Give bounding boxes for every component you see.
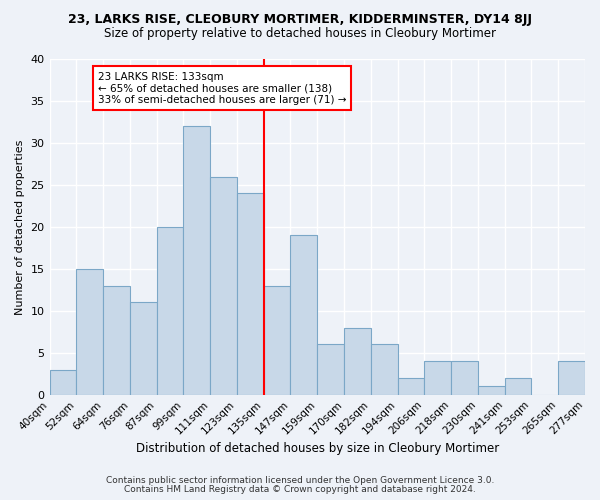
Bar: [157, 227, 184, 394]
Bar: [398, 378, 424, 394]
Text: 23 LARKS RISE: 133sqm
← 65% of detached houses are smaller (138)
33% of semi-det: 23 LARKS RISE: 133sqm ← 65% of detached …: [98, 72, 346, 105]
Bar: [103, 286, 130, 395]
X-axis label: Distribution of detached houses by size in Cleobury Mortimer: Distribution of detached houses by size …: [136, 442, 499, 455]
Bar: [451, 361, 478, 394]
Bar: [505, 378, 532, 394]
Bar: [371, 344, 398, 395]
Text: Size of property relative to detached houses in Cleobury Mortimer: Size of property relative to detached ho…: [104, 28, 496, 40]
Text: 23, LARKS RISE, CLEOBURY MORTIMER, KIDDERMINSTER, DY14 8JJ: 23, LARKS RISE, CLEOBURY MORTIMER, KIDDE…: [68, 12, 532, 26]
Y-axis label: Number of detached properties: Number of detached properties: [15, 139, 25, 314]
Bar: [558, 361, 585, 394]
Bar: [344, 328, 371, 394]
Bar: [478, 386, 505, 394]
Bar: [184, 126, 210, 394]
Bar: [210, 176, 237, 394]
Bar: [424, 361, 451, 394]
Bar: [264, 286, 290, 395]
Bar: [237, 194, 264, 394]
Bar: [76, 269, 103, 394]
Bar: [290, 236, 317, 394]
Bar: [50, 370, 76, 394]
Bar: [317, 344, 344, 395]
Text: Contains HM Land Registry data © Crown copyright and database right 2024.: Contains HM Land Registry data © Crown c…: [124, 485, 476, 494]
Bar: [130, 302, 157, 394]
Text: Contains public sector information licensed under the Open Government Licence 3.: Contains public sector information licen…: [106, 476, 494, 485]
